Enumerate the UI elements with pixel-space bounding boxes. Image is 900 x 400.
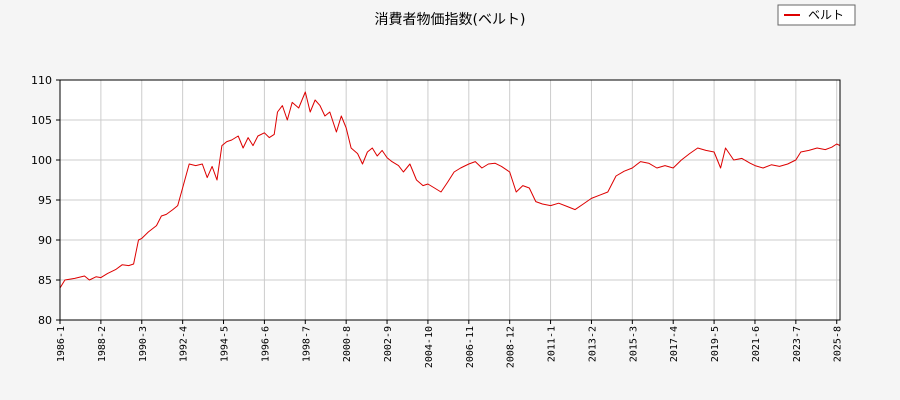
x-tick-label-1: 1988-2 — [97, 326, 108, 362]
x-tick-label-15: 2017-4 — [669, 326, 680, 362]
grid — [59, 79, 840, 321]
y-axis: 80 85 90 95 100 105 110 — [31, 74, 60, 327]
x-tick-label-10: 2006-11 — [465, 326, 476, 368]
x-tick-label-4: 1994-5 — [220, 326, 231, 362]
x-tick-label-14: 2015-3 — [628, 326, 639, 362]
y-tick-label-5: 105 — [31, 114, 52, 127]
x-tick-label-18: 2023-7 — [792, 326, 803, 362]
x-tick-label-17: 2021-6 — [751, 326, 762, 362]
x-tick-label-16: 2019-5 — [710, 326, 721, 362]
x-tick-label-2: 1990-3 — [138, 326, 149, 362]
chart-title: 消費者物価指数(ベルト) — [375, 12, 526, 28]
x-tick-label-12: 2011-1 — [547, 326, 558, 362]
legend[interactable]: ベルト — [777, 4, 856, 26]
y-tick-label-2: 90 — [38, 234, 52, 247]
y-tick-label-1: 85 — [38, 274, 52, 287]
x-tick-label-8: 2002-9 — [383, 326, 394, 362]
x-tick-label-5: 1996-6 — [260, 326, 271, 362]
series-line-0 — [59, 91, 841, 289]
x-tick-label-0: 1986-1 — [56, 326, 67, 362]
legend-box — [777, 4, 856, 26]
legend-label: ベルト — [808, 8, 844, 22]
x-tick-label-7: 2000-8 — [342, 326, 353, 362]
x-tick-label-9: 2004-10 — [424, 326, 435, 368]
x-tick-label-13: 2013-2 — [587, 326, 598, 362]
series-layer — [59, 91, 841, 289]
y-tick-label-6: 110 — [31, 74, 52, 87]
x-tick-label-6: 1998-7 — [301, 326, 312, 362]
y-tick-label-3: 95 — [38, 194, 52, 207]
x-axis: 1986-1 1988-2 1990-3 1992-4 1994-5 1996-6 1998… — [56, 320, 844, 368]
x-tick-label-3: 1992-4 — [179, 326, 190, 362]
y-tick-label-0: 80 — [38, 314, 52, 327]
x-tick-label-19: 2025-8 — [833, 326, 844, 362]
plot-area — [59, 79, 841, 321]
y-tick-label-4: 100 — [31, 154, 52, 167]
x-tick-label-11: 2008-12 — [506, 326, 517, 368]
